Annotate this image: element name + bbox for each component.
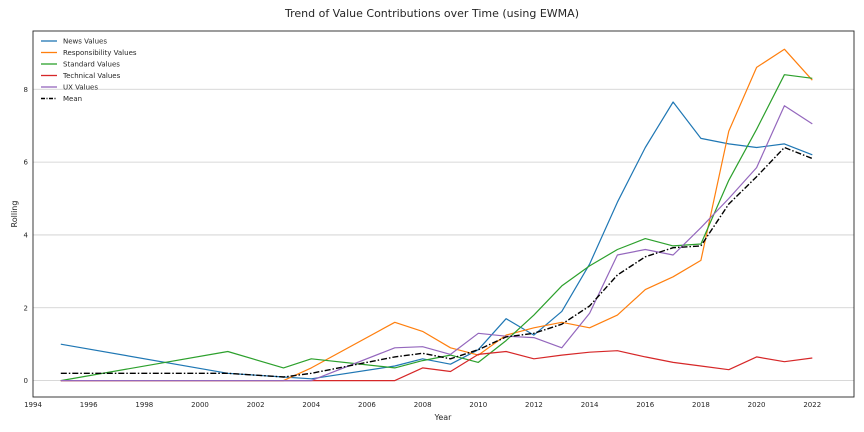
x-tick-label: 2016 bbox=[636, 401, 654, 409]
legend-label: UX Values bbox=[63, 84, 98, 92]
y-axis-label: Rolling bbox=[10, 201, 19, 228]
x-tick-label: 1996 bbox=[80, 401, 98, 409]
x-tick-label: 2012 bbox=[525, 401, 543, 409]
x-axis-label: Year bbox=[434, 413, 453, 422]
series-line-standard-values bbox=[60, 74, 813, 382]
x-tick-label: 2004 bbox=[302, 401, 320, 409]
series-line-technical-values bbox=[60, 350, 813, 382]
x-tick-label: 2010 bbox=[469, 401, 487, 409]
y-tick-label: 0 bbox=[24, 377, 28, 385]
legend: News Values Responsibility Values Standard… bbox=[41, 38, 137, 103]
series-line-news-values bbox=[60, 101, 813, 380]
legend-label: Mean bbox=[63, 95, 82, 103]
series-line-mean bbox=[60, 146, 813, 378]
x-tick-label: 2014 bbox=[581, 401, 599, 409]
legend-label: Responsibility Values bbox=[63, 49, 137, 57]
x-axis-ticks: 1994 1996 1998 2000 2002 2004 2006 2008 2010 2012… bbox=[24, 401, 821, 409]
x-tick-label: 2018 bbox=[692, 401, 710, 409]
series-lines bbox=[60, 48, 813, 382]
legend-label: News Values bbox=[63, 38, 107, 46]
x-tick-label: 2000 bbox=[191, 401, 209, 409]
x-tick-label: 1998 bbox=[135, 401, 153, 409]
chart-title: Trend of Value Contributions over Time (… bbox=[284, 7, 579, 20]
plot-frame bbox=[32, 30, 855, 398]
x-tick-label: 2006 bbox=[358, 401, 376, 409]
series-line-responsibility-values bbox=[60, 48, 813, 382]
legend-label: Standard Values bbox=[63, 61, 120, 69]
x-tick-label: 2008 bbox=[414, 401, 432, 409]
y-tick-label: 8 bbox=[24, 86, 28, 94]
x-tick-label: 2002 bbox=[247, 401, 265, 409]
gridlines bbox=[33, 88, 854, 382]
y-tick-label: 2 bbox=[24, 304, 28, 312]
x-tick-label: 2020 bbox=[748, 401, 766, 409]
legend-label: Technical Values bbox=[62, 72, 121, 80]
y-tick-label: 6 bbox=[24, 159, 29, 167]
y-axis-ticks: 0 2 4 6 8 bbox=[24, 86, 29, 385]
x-tick-label: 1994 bbox=[24, 401, 42, 409]
y-tick-label: 4 bbox=[24, 231, 29, 239]
series-line-ux-values bbox=[60, 105, 813, 382]
x-tick-label: 2022 bbox=[803, 401, 821, 409]
